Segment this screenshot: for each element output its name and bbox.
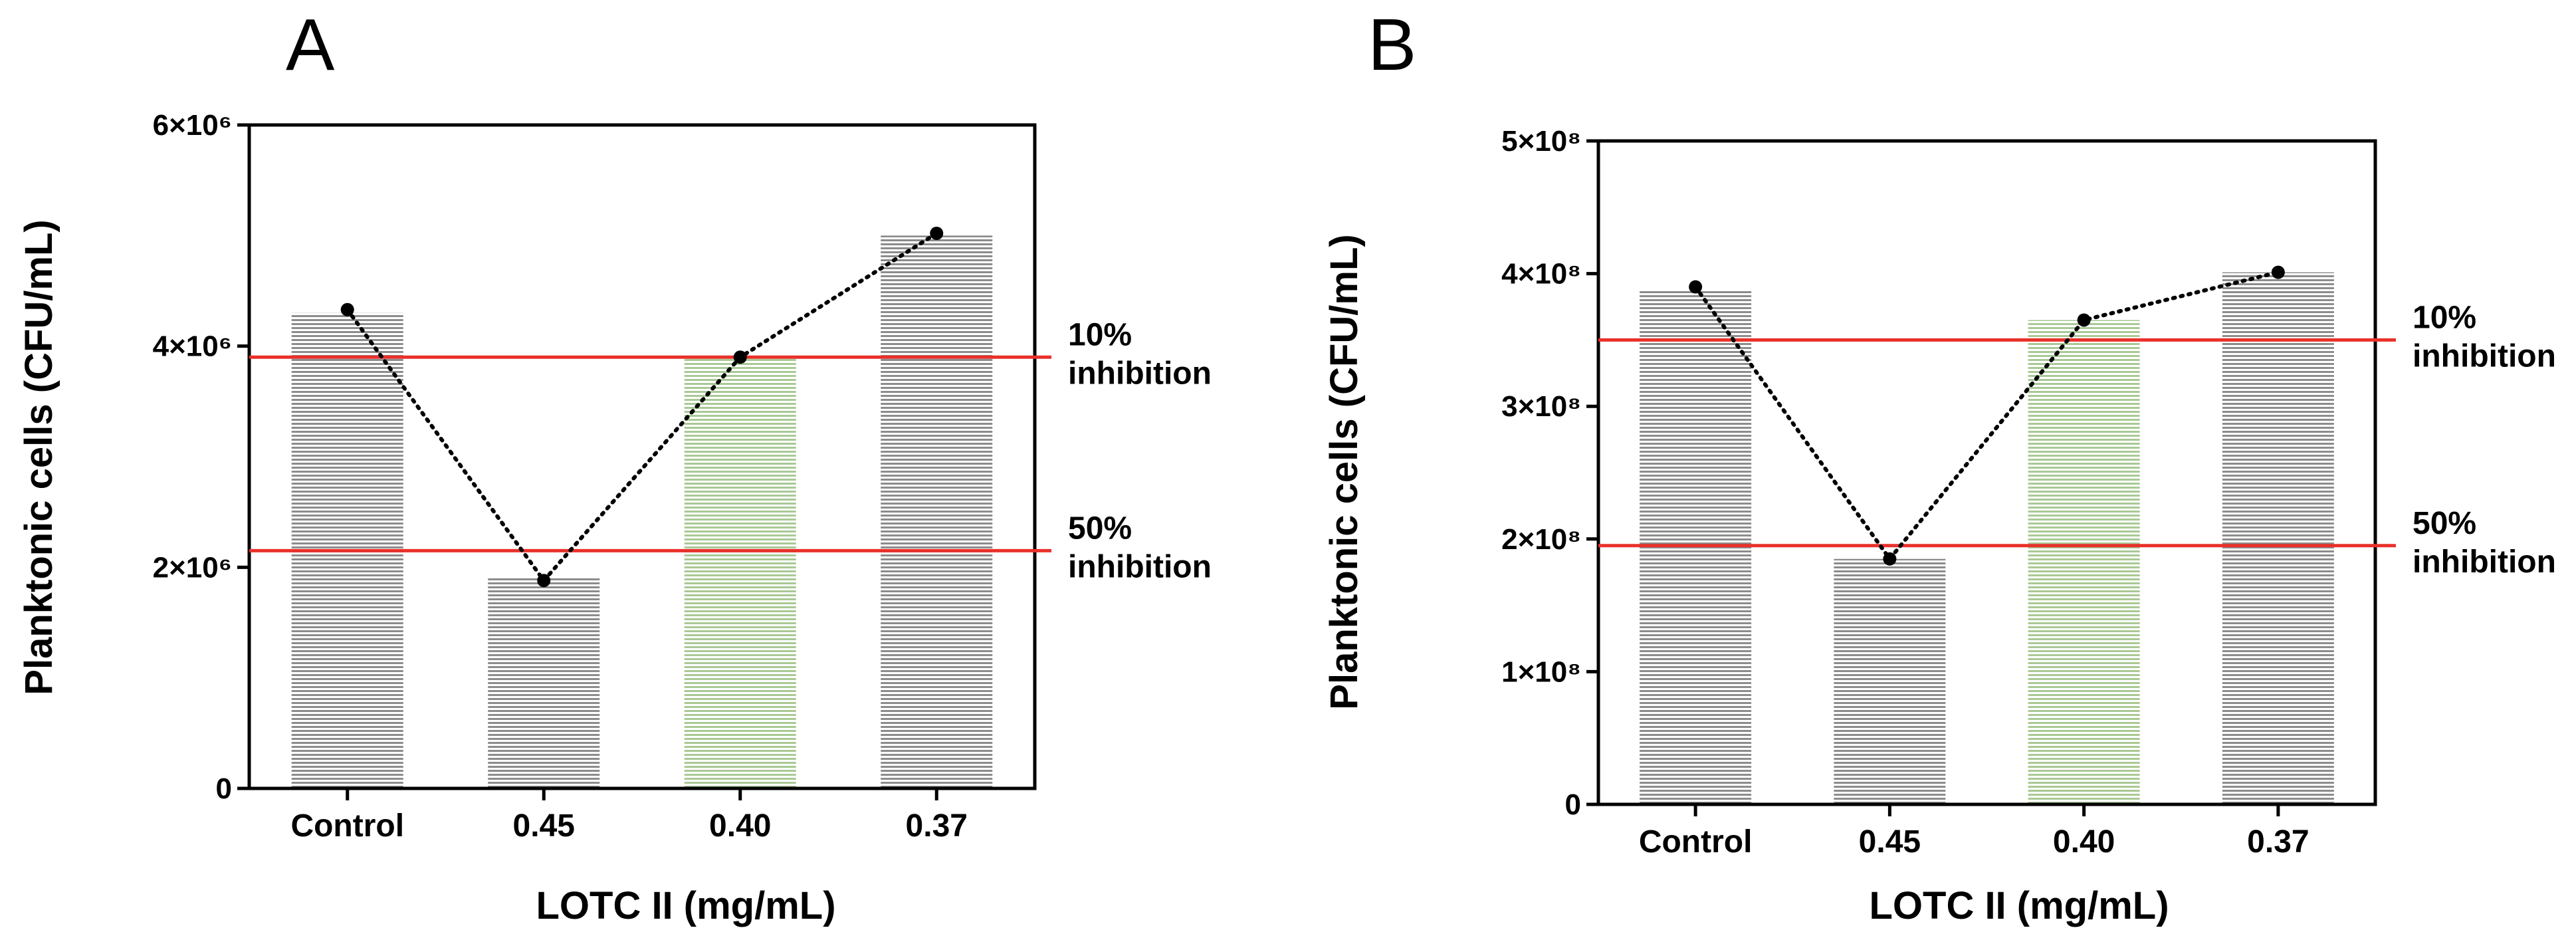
panel-b-x-tick-label-0: Control <box>1639 824 1753 860</box>
panel-a-trend-line <box>345 231 939 584</box>
panel-a-y-axis-title: Planktonic cells (CFU/mL) <box>17 219 60 695</box>
panel-b-bar-1 <box>1834 558 1946 804</box>
panel-b-x-axis-title: LOTC II (mg/mL) <box>1869 884 2169 927</box>
panel-a-trend-point-1 <box>537 574 551 588</box>
panel-a-chart: A 0 2×10⁶ 4×10⁶ 6×10⁶ Control 0.45 0.40 0.37 10%… <box>17 4 1212 927</box>
panel-a-bar-3 <box>881 235 993 788</box>
panel-b-ref-label-pct-1: 50% <box>2413 506 2476 541</box>
panel-a-x-axis-title: LOTC II (mg/mL) <box>536 884 835 927</box>
panel-b-bar-2 <box>2028 320 2140 805</box>
panel-a-y-tick-label-3: 6×10⁶ <box>153 109 232 142</box>
panel-b-y-tick-label-4: 4×10⁸ <box>1501 258 1581 291</box>
panel-a-y-tick-label-0: 0 <box>216 772 232 805</box>
panel-b-trend-point-0 <box>1689 280 1703 294</box>
panel-a-x-tick-label-0: Control <box>290 808 404 844</box>
panel-a-y-tick-label-2: 4×10⁶ <box>153 330 232 363</box>
panel-b-y-tick-label-5: 5×10⁸ <box>1501 125 1581 158</box>
panel-b-trend-line <box>1693 270 2280 562</box>
panel-a-y-tick-label-1: 2×10⁶ <box>153 551 232 584</box>
panel-a-ref-label-text-0: inhibition <box>1068 356 1212 391</box>
panel-b-ref-label-text-1: inhibition <box>2413 544 2556 580</box>
panel-a-plot-area: 0 2×10⁶ 4×10⁶ 6×10⁶ Control 0.45 0.40 0.37 10% in… <box>153 109 1212 844</box>
panel-a-trend-point-0 <box>340 302 354 316</box>
panel-b-trend-point-3 <box>2271 265 2285 279</box>
panel-b-bar-3 <box>2222 272 2334 804</box>
panel-b-y-axis-title: Planktonic cells (CFU/mL) <box>1323 234 1366 709</box>
panel-a-x-tick-label-2: 0.40 <box>709 808 771 844</box>
panel-a-ref-label-pct-1: 50% <box>1068 511 1132 546</box>
panel-b-plot-frame <box>1596 139 2377 806</box>
panel-a-trend-point-3 <box>930 227 944 241</box>
panel-b-plot-area: 0 1×10⁸ 2×10⁸ 3×10⁸ 4×10⁸ 5×10⁸ Control 0.45 0.4… <box>1501 125 2556 860</box>
panel-a-plot-frame <box>247 123 1037 790</box>
panel-b-trend-point-2 <box>2077 313 2091 327</box>
panel-b-trend-point-1 <box>1883 552 1897 566</box>
panel-b-bar-0 <box>1640 291 1752 805</box>
panel-b-letter: B <box>1368 4 1416 86</box>
panel-a-ref-label-pct-0: 10% <box>1068 317 1132 352</box>
panel-b-ref-label-text-0: inhibition <box>2413 338 2556 374</box>
panel-b-ref-label-pct-0: 10% <box>2413 300 2476 335</box>
panel-b-y-tick-label-3: 3×10⁸ <box>1501 390 1581 423</box>
panel-b-x-tick-label-3: 0.37 <box>2247 824 2309 860</box>
panel-a-x-tick-label-3: 0.37 <box>906 808 968 844</box>
panel-a-trend-point-2 <box>733 350 747 364</box>
panel-b-y-tick-label-0: 0 <box>1565 788 1581 821</box>
panel-b-y-tick-label-2: 2×10⁸ <box>1501 523 1581 556</box>
panel-a-x-tick-label-1: 0.45 <box>513 808 575 844</box>
panel-a-bar-1 <box>488 578 600 788</box>
panel-b-x-tick-label-2: 0.40 <box>2053 824 2115 860</box>
panel-a-ref-label-text-1: inhibition <box>1068 549 1212 584</box>
panel-b-y-tick-label-1: 1×10⁸ <box>1501 655 1581 688</box>
panel-a-letter: A <box>286 4 335 86</box>
panel-b-x-tick-label-1: 0.45 <box>1859 824 1921 860</box>
panel-a-bar-2 <box>684 357 796 788</box>
